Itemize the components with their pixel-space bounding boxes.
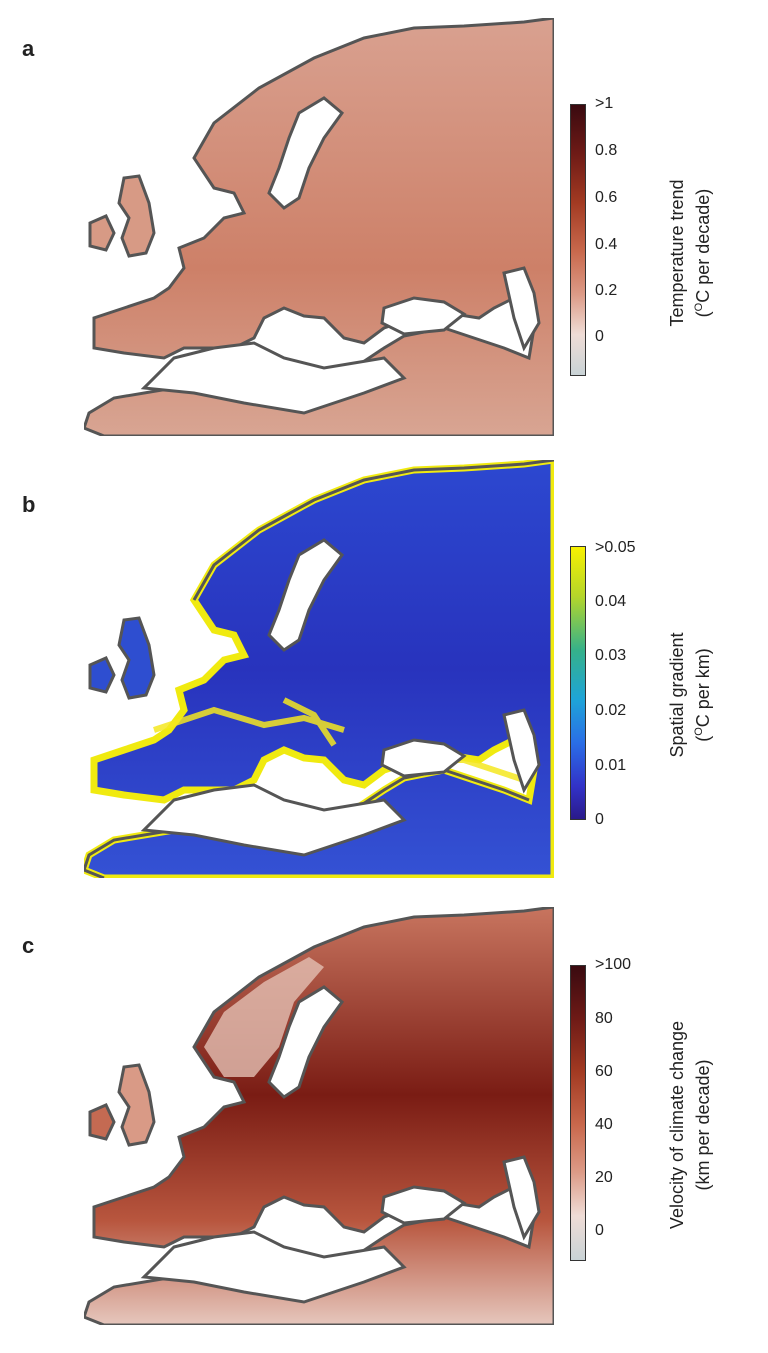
baltic-sea <box>267 96 345 210</box>
colorbar-tick: 60 <box>595 1063 613 1080</box>
colorbar-title: Temperature trend (OC per decade) <box>667 179 713 327</box>
ireland-island <box>88 1103 116 1141</box>
colorbar-tick: 40 <box>595 1116 613 1133</box>
velocity-map <box>84 907 554 1325</box>
colorbar-temperature <box>570 104 586 376</box>
colorbar-tick: >0.05 <box>595 539 636 556</box>
colorbar-tick: 0.6 <box>595 189 618 206</box>
colorbar-tick: 0 <box>595 1222 604 1239</box>
caspian-sea <box>502 266 541 352</box>
colorbar-tick: 0.03 <box>595 647 627 664</box>
mediterranean-sea <box>140 1230 407 1304</box>
uk-island <box>117 174 156 258</box>
colorbar-tick: 0.2 <box>595 282 618 299</box>
panel-c: c >100 80 60 40 20 0 Velocity of climate… <box>0 885 768 1353</box>
colorbar-tick: 20 <box>595 1169 613 1186</box>
colorbar-tick: 0.8 <box>595 142 618 159</box>
colorbar-gradient <box>570 546 586 820</box>
panel-letter: c <box>22 933 35 958</box>
caspian-sea <box>502 708 541 794</box>
black-sea <box>380 296 467 336</box>
colorbar-tick: 0.01 <box>595 757 627 774</box>
colorbar-tick: 0 <box>595 328 604 345</box>
ireland-island <box>88 656 116 694</box>
colorbar-tick: 0.4 <box>595 236 618 253</box>
mediterranean-sea <box>140 783 407 857</box>
uk-island <box>117 1063 156 1147</box>
baltic-sea <box>267 538 345 652</box>
panel-b: b >0.05 0.04 0.03 0.02 0.01 0 Spatial gr… <box>0 440 768 880</box>
black-sea <box>380 1185 467 1225</box>
ireland-island <box>88 214 116 252</box>
temperature-trend-map <box>84 18 554 436</box>
colorbar-tick: >1 <box>595 95 614 112</box>
colorbar-title: Spatial gradient (OC per km) <box>667 632 713 758</box>
colorbar-title: Velocity of climate change (km per decad… <box>667 1020 713 1230</box>
panel-letter: b <box>22 492 36 517</box>
panel-letter: a <box>22 36 35 61</box>
colorbar-tick: 80 <box>595 1010 613 1027</box>
colorbar-velocity <box>570 965 586 1261</box>
uk-island <box>117 616 156 700</box>
scandinavia-light <box>204 957 324 1077</box>
colorbar-tick: >100 <box>595 956 632 973</box>
colorbar-tick: 0 <box>595 811 604 828</box>
panel-a: a >1 0.8 0.6 0.4 0.2 0 Temperature trend… <box>0 0 768 440</box>
black-sea <box>380 738 467 778</box>
baltic-sea <box>267 985 345 1099</box>
caspian-sea <box>502 1155 541 1241</box>
spatial-gradient-map <box>84 460 554 878</box>
mediterranean-sea <box>140 341 407 415</box>
colorbar-tick: 0.02 <box>595 702 627 719</box>
colorbar-tick: 0.04 <box>595 593 627 610</box>
